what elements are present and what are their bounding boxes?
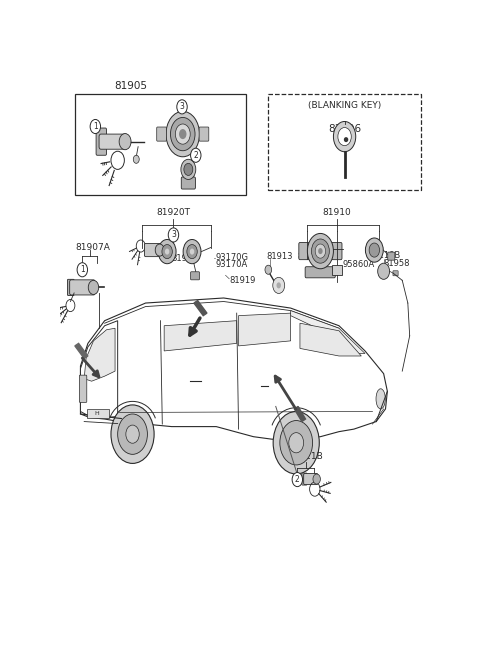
Circle shape bbox=[165, 248, 169, 255]
Polygon shape bbox=[84, 328, 115, 381]
Text: 81910: 81910 bbox=[323, 208, 351, 217]
Text: 81919: 81919 bbox=[229, 276, 256, 285]
Bar bbox=[268, 94, 421, 189]
Circle shape bbox=[168, 228, 179, 242]
FancyBboxPatch shape bbox=[305, 267, 335, 278]
Polygon shape bbox=[81, 298, 387, 440]
Circle shape bbox=[307, 233, 334, 269]
Circle shape bbox=[155, 244, 164, 256]
Text: 1: 1 bbox=[93, 122, 98, 131]
Text: 93170G: 93170G bbox=[216, 253, 249, 262]
Circle shape bbox=[338, 128, 351, 145]
Circle shape bbox=[133, 155, 139, 163]
Text: 93170A: 93170A bbox=[216, 259, 248, 269]
Circle shape bbox=[170, 117, 195, 151]
Text: H: H bbox=[95, 411, 99, 416]
Polygon shape bbox=[300, 323, 361, 356]
Circle shape bbox=[90, 119, 100, 134]
Circle shape bbox=[273, 411, 319, 474]
FancyBboxPatch shape bbox=[79, 375, 87, 402]
Circle shape bbox=[183, 240, 201, 264]
Polygon shape bbox=[239, 313, 290, 346]
FancyBboxPatch shape bbox=[302, 473, 307, 485]
FancyBboxPatch shape bbox=[393, 271, 398, 276]
Circle shape bbox=[292, 472, 302, 487]
Text: 81958: 81958 bbox=[172, 254, 198, 263]
Text: 3: 3 bbox=[180, 102, 184, 111]
FancyBboxPatch shape bbox=[332, 242, 342, 259]
Text: 95860A: 95860A bbox=[343, 259, 375, 269]
Circle shape bbox=[184, 163, 193, 176]
FancyBboxPatch shape bbox=[99, 134, 127, 149]
Polygon shape bbox=[194, 301, 207, 316]
Text: 81907A: 81907A bbox=[75, 243, 110, 252]
FancyBboxPatch shape bbox=[96, 128, 107, 155]
Circle shape bbox=[177, 100, 187, 114]
Bar bbox=[332, 265, 342, 275]
FancyBboxPatch shape bbox=[299, 242, 309, 259]
Text: 93110B: 93110B bbox=[369, 251, 401, 259]
Text: 3: 3 bbox=[171, 231, 176, 240]
Text: 81937: 81937 bbox=[297, 252, 324, 261]
Circle shape bbox=[276, 282, 281, 288]
Circle shape bbox=[158, 240, 176, 264]
Text: 81920T: 81920T bbox=[156, 208, 191, 217]
FancyBboxPatch shape bbox=[199, 127, 209, 141]
Polygon shape bbox=[294, 406, 305, 422]
FancyBboxPatch shape bbox=[156, 127, 167, 141]
Circle shape bbox=[162, 244, 172, 259]
Circle shape bbox=[280, 421, 312, 465]
Circle shape bbox=[111, 405, 154, 464]
Circle shape bbox=[313, 474, 321, 484]
Circle shape bbox=[365, 238, 383, 262]
Circle shape bbox=[77, 263, 87, 277]
Polygon shape bbox=[75, 343, 88, 358]
Text: 81521B: 81521B bbox=[288, 452, 323, 461]
Text: 2: 2 bbox=[193, 151, 198, 160]
Text: 81913: 81913 bbox=[266, 252, 293, 261]
FancyBboxPatch shape bbox=[388, 252, 395, 260]
Circle shape bbox=[175, 124, 190, 144]
Ellipse shape bbox=[376, 389, 385, 409]
Polygon shape bbox=[164, 321, 237, 351]
FancyBboxPatch shape bbox=[70, 280, 95, 295]
Circle shape bbox=[190, 248, 194, 255]
Circle shape bbox=[315, 244, 325, 258]
Circle shape bbox=[181, 159, 196, 179]
Text: 81958: 81958 bbox=[383, 259, 409, 268]
Circle shape bbox=[187, 244, 197, 259]
Text: 81905: 81905 bbox=[114, 81, 147, 91]
Circle shape bbox=[166, 111, 200, 157]
Circle shape bbox=[378, 263, 390, 279]
Text: 2: 2 bbox=[295, 475, 300, 484]
Circle shape bbox=[334, 121, 356, 152]
Circle shape bbox=[289, 433, 304, 453]
Text: 81996: 81996 bbox=[328, 124, 361, 134]
Circle shape bbox=[369, 243, 380, 257]
Polygon shape bbox=[290, 310, 365, 354]
Circle shape bbox=[119, 134, 131, 150]
FancyBboxPatch shape bbox=[67, 279, 74, 295]
Bar bbox=[75, 94, 246, 195]
Circle shape bbox=[318, 248, 323, 254]
FancyBboxPatch shape bbox=[181, 177, 195, 189]
Circle shape bbox=[273, 277, 285, 293]
Circle shape bbox=[179, 129, 186, 139]
Text: (BLANKING KEY): (BLANKING KEY) bbox=[308, 102, 381, 110]
Circle shape bbox=[126, 425, 139, 443]
Bar bbox=[87, 409, 109, 417]
Circle shape bbox=[88, 280, 99, 295]
Circle shape bbox=[312, 239, 329, 263]
Circle shape bbox=[191, 148, 201, 162]
Text: 1: 1 bbox=[80, 265, 84, 274]
FancyBboxPatch shape bbox=[191, 272, 200, 280]
Ellipse shape bbox=[344, 137, 348, 142]
Circle shape bbox=[118, 414, 147, 455]
Polygon shape bbox=[81, 321, 118, 417]
FancyBboxPatch shape bbox=[144, 244, 161, 257]
Circle shape bbox=[265, 265, 272, 274]
FancyBboxPatch shape bbox=[304, 474, 318, 485]
